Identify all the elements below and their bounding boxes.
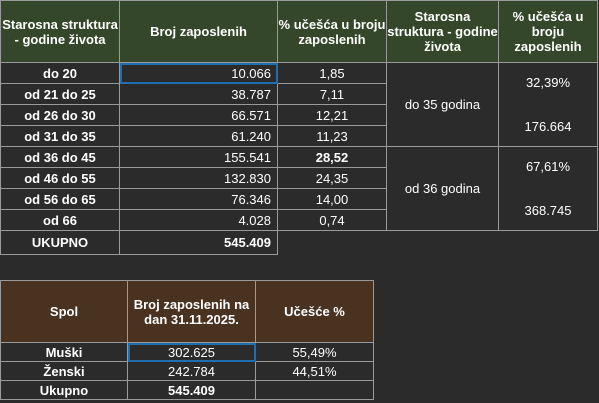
age-cell[interactable]: od 66 — [0, 209, 120, 231]
header-gender: Spol — [0, 280, 128, 343]
total-row: Ukupno 545.409 — [0, 380, 374, 400]
table-row: od 36 do 45 155.541 28,52 od 36 godina 6… — [0, 146, 598, 231]
table-row: od 46 do 55 132.830 24,35 — [0, 167, 598, 189]
pct-cell[interactable]: 0,74 — [277, 209, 387, 231]
group-count: 176.664 — [524, 118, 572, 134]
group-label-over-36[interactable]: od 36 godina — [386, 146, 499, 231]
count-cell[interactable]: 132.830 — [119, 167, 278, 189]
group-count: 368.745 — [524, 202, 572, 218]
table-row: do 20 10.066 1,85 do 35 godina 32,39% 17… — [0, 62, 598, 147]
total-label[interactable]: UKUPNO — [0, 230, 120, 255]
age-cell[interactable]: od 56 do 65 — [0, 188, 120, 210]
age-cell[interactable]: od 46 do 55 — [0, 167, 120, 189]
table-row: od 56 do 65 76.346 14,00 — [0, 188, 598, 210]
count-cell[interactable]: 76.346 — [119, 188, 278, 210]
pct-cell[interactable]: 7,11 — [277, 83, 387, 105]
table-row: od 66 4.028 0,74 — [0, 209, 598, 231]
table-row: Ženski 242.784 44,51% — [0, 361, 374, 381]
header-share: Učešće % — [255, 280, 374, 343]
count-cell[interactable]: 242.784 — [127, 361, 256, 381]
pct-cell[interactable]: 1,85 — [277, 62, 387, 84]
age-cell[interactable]: od 36 do 45 — [0, 146, 120, 168]
total-count[interactable]: 545.409 — [127, 380, 256, 400]
age-cell[interactable]: od 21 do 25 — [0, 83, 120, 105]
header-employees: Broj zaposlenih — [119, 0, 278, 63]
count-cell-selected[interactable]: 302.625 — [127, 342, 256, 362]
gender-table: Spol Broj zaposlenih na dan 31.11.2025. … — [0, 280, 374, 400]
group-share-over-36[interactable]: 67,61% 368.745 — [498, 146, 598, 231]
pct-cell[interactable]: 28,52 — [277, 146, 387, 168]
age-cell[interactable]: od 31 do 35 — [0, 125, 120, 147]
empty-area — [278, 231, 598, 255]
group-pct: 67,61% — [525, 158, 571, 174]
group-label-under-35[interactable]: do 35 godina — [386, 62, 499, 147]
count-cell[interactable]: 155.541 — [119, 146, 278, 168]
count-cell[interactable]: 4.028 — [119, 209, 278, 231]
total-pct-empty[interactable] — [255, 380, 374, 400]
group-pct: 32,39% — [525, 74, 571, 90]
total-count[interactable]: 545.409 — [119, 230, 278, 255]
pct-cell[interactable]: 24,35 — [277, 167, 387, 189]
pct-cell[interactable]: 55,49% — [255, 342, 374, 362]
group-share-under-35[interactable]: 32,39% 176.664 — [498, 62, 598, 147]
pct-cell[interactable]: 44,51% — [255, 361, 374, 381]
gender-cell[interactable]: Muški — [0, 342, 128, 362]
header-share: % učešća u broju zaposlenih — [277, 0, 387, 63]
header-age-structure: Starosna struktura - godine života — [0, 0, 120, 63]
table-row: od 26 do 30 66.571 12,21 — [0, 104, 598, 126]
table-row: Muški 302.625 55,49% — [0, 342, 374, 362]
age-cell[interactable]: do 20 — [0, 62, 120, 84]
age-cell[interactable]: od 26 do 30 — [0, 104, 120, 126]
header-age-structure-2: Starosna struktura - godine života — [386, 0, 499, 63]
total-label[interactable]: Ukupno — [0, 380, 128, 400]
count-cell[interactable]: 66.571 — [119, 104, 278, 126]
pct-cell[interactable]: 14,00 — [277, 188, 387, 210]
pct-cell[interactable]: 12,21 — [277, 104, 387, 126]
count-cell-selected[interactable]: 10.066 — [119, 62, 278, 84]
header-share-2: % učešća u broju zaposlenih — [498, 0, 598, 63]
gender-cell[interactable]: Ženski — [0, 361, 128, 381]
count-cell[interactable]: 61.240 — [119, 125, 278, 147]
pct-cell[interactable]: 11,23 — [277, 125, 387, 147]
age-structure-table: Starosna struktura - godine života Broj … — [0, 0, 598, 255]
count-cell[interactable]: 38.787 — [119, 83, 278, 105]
total-row: UKUPNO 545.409 — [0, 230, 598, 255]
header-employees-date: Broj zaposlenih na dan 31.11.2025. — [127, 280, 256, 343]
